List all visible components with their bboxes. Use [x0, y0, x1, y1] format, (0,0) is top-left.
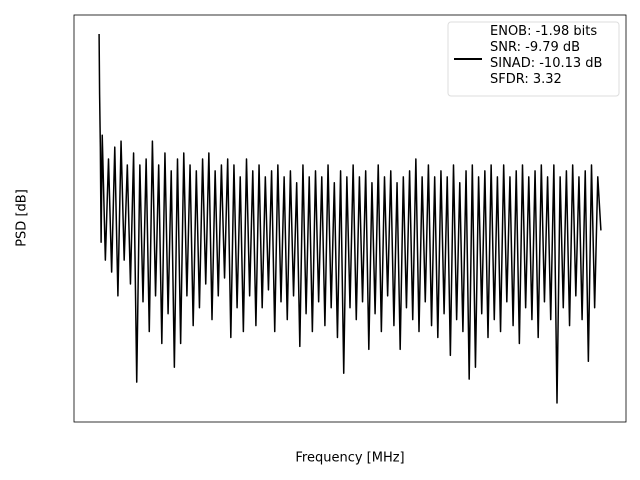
legend-label: ENOB: -1.98 bits SNR: -9.79 dB SINAD: -1…: [490, 24, 603, 87]
legend-label-box: ENOB: -1.98 bits SNR: -9.79 dB SINAD: -1…: [490, 24, 603, 87]
legend: ENOB: -1.98 bits SNR: -9.79 dB SINAD: -1…: [447, 21, 620, 97]
y-axis-label: PSD [dB]: [15, 189, 30, 247]
axes-frame: [73, 14, 627, 423]
plot: [98, 34, 602, 404]
x-axis-label: Frequency [MHz]: [295, 451, 404, 466]
legend-box: [447, 21, 620, 97]
psd-line: [98, 34, 602, 404]
